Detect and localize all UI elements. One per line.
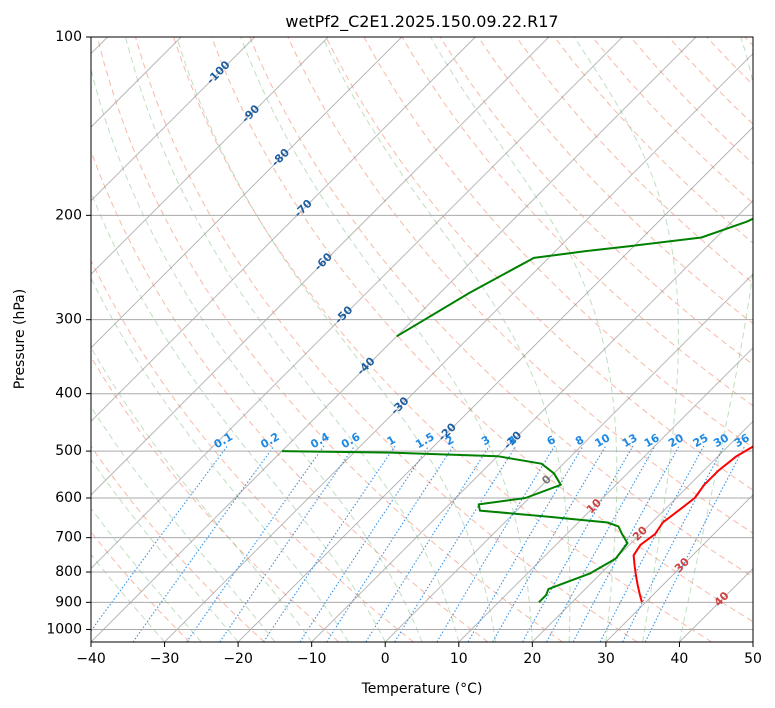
dry-adiabat-line — [91, 259, 414, 642]
moist-adiabat-line — [91, 405, 276, 642]
mixing-ratio-line — [219, 445, 356, 642]
profile-line — [281, 450, 629, 604]
mixing-ratio-line — [522, 445, 634, 642]
isotherm-line — [91, 37, 329, 275]
x-tick-label: 20 — [523, 651, 541, 667]
x-tick-label: 0 — [381, 651, 390, 667]
x-tick-label: 40 — [671, 651, 689, 667]
x-tick-label: −10 — [297, 651, 327, 667]
isotherm-line — [752, 641, 753, 642]
y-tick-label: 300 — [55, 312, 82, 328]
plot-frame — [90, 36, 754, 643]
mixing-ratio-line — [436, 445, 556, 642]
isotherm-line — [91, 37, 256, 202]
dry-adiabat-line — [135, 37, 638, 642]
mixing-ratio-line — [572, 445, 680, 642]
isotherm-line — [531, 420, 753, 642]
isotherm-line — [91, 37, 403, 349]
isotherm-line — [605, 494, 753, 642]
isotherm-line — [91, 37, 476, 423]
moist-adiabat-line — [91, 277, 349, 642]
mixing-ratio-line — [326, 445, 454, 642]
x-axis-label: Temperature (°C) — [361, 681, 483, 697]
moist-adiabat-line — [573, 37, 679, 642]
mixing-ratio-line — [546, 445, 656, 642]
mixing-ratio-line — [91, 445, 228, 632]
isotherm-line — [311, 199, 753, 642]
dry-adiabat-line — [287, 37, 753, 534]
dry-adiabat-line — [173, 37, 713, 642]
profile-line — [632, 445, 753, 603]
plot-background — [91, 37, 753, 642]
moist-adiabat-line — [91, 67, 423, 642]
dry-adiabat-line — [211, 37, 753, 623]
mixing-ratio-line — [394, 445, 517, 642]
x-tick-label: 50 — [744, 651, 762, 667]
mixing-ratio-line — [644, 445, 746, 642]
moist-adiabat-line — [91, 507, 202, 642]
profile-line — [396, 217, 753, 338]
chart-title: wetPf2_C2E1.2025.150.09.22.R17 — [285, 12, 558, 32]
mixing-ratio-line — [132, 445, 275, 642]
moist-adiabat-line — [91, 553, 165, 642]
y-tick-label: 800 — [55, 564, 82, 580]
isotherm-line — [384, 273, 753, 642]
y-axis-label: Pressure (hPa) — [12, 289, 28, 389]
isotherm-line — [91, 37, 550, 496]
y-tick-label: 500 — [55, 443, 82, 459]
dry-adiabat-line — [325, 37, 753, 491]
moist-adiabat-line — [322, 37, 571, 642]
dry-adiabat-line — [91, 445, 265, 642]
moist-adiabat-line — [430, 37, 618, 642]
x-tick-label: −20 — [223, 651, 253, 667]
x-tick-label: −40 — [76, 651, 106, 667]
mixing-ratio-line — [299, 445, 430, 642]
isotherm-line — [91, 37, 697, 642]
isotherm-line — [458, 347, 753, 642]
isotherm-line — [164, 52, 753, 642]
isotherm-line — [91, 37, 623, 570]
y-tick-label: 1000 — [46, 621, 82, 637]
y-tick-label: 600 — [55, 490, 82, 506]
mixing-ratio-line — [365, 445, 490, 642]
mixing-ratio-line — [263, 445, 396, 642]
dry-adiabat-line — [515, 37, 753, 284]
y-tick-label: 100 — [55, 29, 82, 45]
dry-adiabat-line — [96, 37, 563, 642]
y-tick-label: 700 — [55, 530, 82, 546]
moist-adiabat-line — [176, 37, 497, 642]
isotherm-line — [237, 126, 753, 642]
dry-adiabat-line — [249, 37, 753, 578]
moist-adiabat-line — [678, 37, 753, 642]
y-tick-label: 200 — [55, 207, 82, 223]
moist-adiabat-line — [91, 190, 386, 642]
moist-adiabat-line — [91, 458, 239, 642]
mixing-ratio-line — [492, 445, 607, 642]
moist-adiabat-line — [125, 37, 460, 642]
y-tick-label: 400 — [55, 386, 82, 402]
moist-adiabat-line — [240, 37, 533, 642]
mixing-ratio-line — [467, 445, 584, 642]
x-tick-label: −30 — [150, 651, 180, 667]
y-tick-label: 900 — [55, 594, 82, 610]
x-tick-label: 30 — [597, 651, 615, 667]
x-tick-label: 10 — [450, 651, 468, 667]
mixing-ratio-line — [186, 445, 325, 642]
